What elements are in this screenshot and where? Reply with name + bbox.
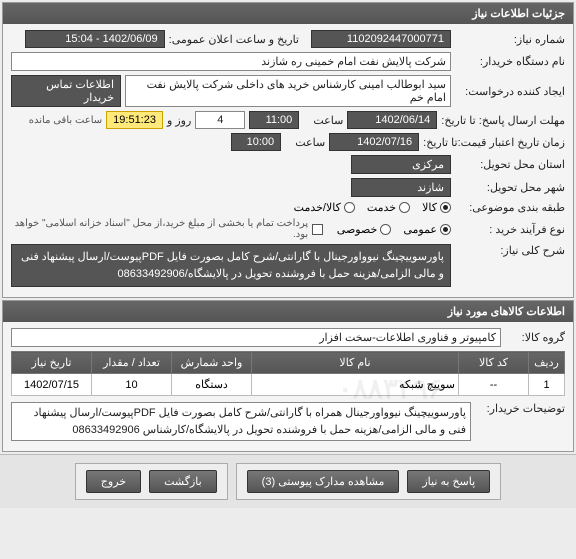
delivery-city: شازند (351, 178, 451, 197)
need-no-value: 1102092447000771 (311, 30, 451, 48)
table-header-row: ردیف کد کالا نام کالا واحد شمارش تعداد /… (12, 352, 565, 374)
announce-label: تاریخ و ساعت اعلان عمومی: (169, 33, 299, 46)
requester-label: ایجاد کننده درخواست: (455, 85, 565, 98)
group-label: گروه کالا: (505, 331, 565, 344)
back-button[interactable]: بازگشت (149, 470, 217, 493)
proc-public-option[interactable]: عمومی (403, 223, 451, 236)
time-label-2: ساعت (285, 136, 325, 149)
cat-service-option[interactable]: خدمت (367, 201, 410, 214)
col-unit: واحد شمارش (172, 352, 252, 374)
button-group-left: پاسخ به نیاز مشاهده مدارک پیوستی (3) (236, 463, 502, 500)
treasury-note: پرداخت تمام یا بخشی از مبلغ خرید،از محل … (11, 218, 308, 240)
exit-button[interactable]: خروج (86, 470, 141, 493)
radio-selected-icon (440, 224, 451, 235)
goods-info-panel: اطلاعات کالاهای مورد نیاز ۰۸۸۳۴۹۶ گروه ک… (2, 300, 574, 452)
table-row[interactable]: 1 -- سوییچ شبکه دستگاه 10 1402/07/15 (12, 374, 565, 396)
button-bar: پاسخ به نیاز مشاهده مدارک پیوستی (3) باز… (0, 454, 576, 508)
time-left-countdown: 19:51:23 (106, 111, 163, 129)
validity-time: 10:00 (231, 133, 281, 151)
validity-label: زمان تاریخ اعتبار قیمت:تا تاریخ: (423, 136, 565, 149)
goods-table: ردیف کد کالا نام کالا واحد شمارش تعداد /… (11, 351, 565, 396)
cell-item-name: سوییچ شبکه (252, 374, 459, 396)
buyer-org-value: شرکت پالایش نفت امام خمینی ره شازند (11, 52, 451, 71)
col-item-code: کد کالا (459, 352, 529, 374)
button-group-right: بازگشت خروج (75, 463, 228, 500)
send-deadline-time: 11:00 (249, 111, 299, 129)
buyer-note-label: توضیحات خریدار: (475, 402, 565, 415)
cat-goods-label: کالا (422, 201, 437, 214)
proc-public-label: عمومی (403, 223, 437, 236)
col-need-date: تاریخ نیاز (12, 352, 92, 374)
delivery-province-label: استان محل تحویل: (455, 158, 565, 171)
cat-goods-service-label: کالا/خدمت (294, 201, 341, 214)
need-details-panel: جزئیات اطلاعات نیاز شماره نیاز: 11020924… (2, 2, 574, 298)
process-radio-group: عمومی خصوصی (337, 223, 451, 236)
day-and-label: روز و (167, 114, 191, 127)
cell-item-code: -- (459, 374, 529, 396)
goods-info-header: اطلاعات کالاهای مورد نیاز (3, 301, 573, 322)
process-label: نوع فرآیند خرید : (455, 223, 565, 236)
cat-goods-option[interactable]: کالا (422, 201, 451, 214)
cell-unit: دستگاه (172, 374, 252, 396)
desc-text: پاورسوییچینگ نیوواورجینال با گارانتی/شرح… (11, 244, 451, 287)
requester-value: سید ابوطالب امینی کارشناس خرید های داخلی… (125, 75, 451, 107)
desc-label: شرح کلی نیاز: (455, 244, 565, 257)
category-label: طبقه بندی موضوعی: (455, 201, 565, 214)
send-deadline-label: مهلت ارسال پاسخ: تا تاریخ: (441, 114, 565, 127)
time-left-suffix: ساعت باقی مانده (29, 115, 102, 126)
col-item-name: نام کالا (252, 352, 459, 374)
announce-value: 1402/06/09 - 15:04 (25, 30, 165, 48)
validity-date: 1402/07/16 (329, 133, 419, 151)
col-row-no: ردیف (529, 352, 565, 374)
group-value: کامپیوتر و فناوری اطلاعات-سخت افزار (11, 328, 501, 347)
contact-info-button[interactable]: اطلاعات تماس خریدار (11, 75, 121, 107)
radio-icon (380, 224, 391, 235)
need-no-label: شماره نیاز: (455, 33, 565, 46)
delivery-city-label: شهر محل تحویل: (455, 181, 565, 194)
radio-icon (399, 202, 410, 213)
cat-service-label: خدمت (367, 201, 396, 214)
delivery-province: مرکزی (351, 155, 451, 174)
radio-icon (344, 202, 355, 213)
buyer-org-label: نام دستگاه خریدار: (455, 55, 565, 68)
proc-private-option[interactable]: خصوصی (337, 223, 392, 236)
radio-selected-icon (440, 202, 451, 213)
cell-need-date: 1402/07/15 (12, 374, 92, 396)
col-qty: تعداد / مقدار (92, 352, 172, 374)
cell-row-no: 1 (529, 374, 565, 396)
send-deadline-date: 1402/06/14 (347, 111, 437, 129)
need-details-header: جزئیات اطلاعات نیاز (3, 3, 573, 24)
attachments-button[interactable]: مشاهده مدارک پیوستی (3) (247, 470, 400, 493)
category-radio-group: کالا خدمت کالا/خدمت (294, 201, 451, 214)
treasury-checkbox[interactable] (312, 224, 323, 235)
proc-private-label: خصوصی (337, 223, 378, 236)
cell-qty: 10 (92, 374, 172, 396)
buyer-note-text: پاورسوییچینگ نیوواورجینال همراه با گاران… (11, 402, 471, 441)
days-left: 4 (195, 111, 245, 129)
time-label-1: ساعت (303, 114, 343, 127)
reply-button[interactable]: پاسخ به نیاز (407, 470, 490, 493)
cat-goods-service-option[interactable]: کالا/خدمت (294, 201, 355, 214)
